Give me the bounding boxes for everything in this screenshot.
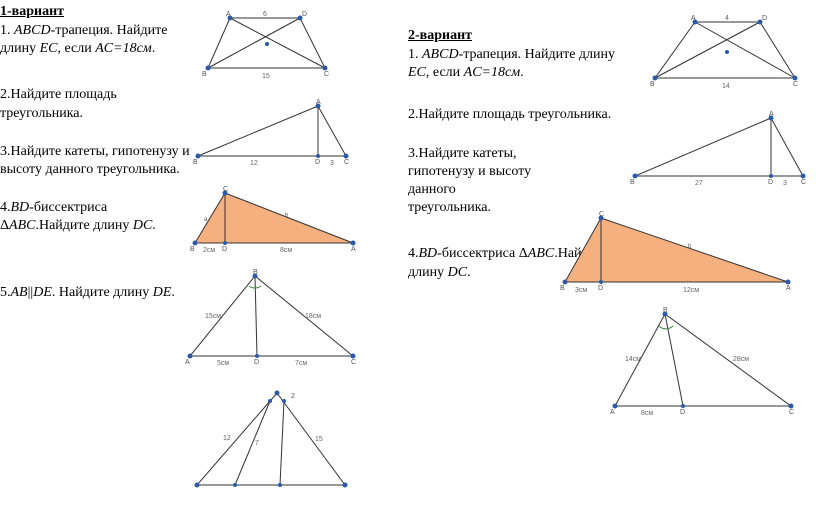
- svg-text:B: B: [663, 307, 668, 314]
- svg-text:A: A: [610, 409, 615, 416]
- svg-text:B: B: [253, 269, 258, 276]
- svg-text:28см: 28см: [733, 356, 749, 363]
- svg-text:15: 15: [262, 73, 270, 80]
- v1-problem-5: 5.AB||DE. Найдите длину DE.: [0, 284, 190, 302]
- svg-text:D: D: [598, 285, 603, 292]
- svg-text:C: C: [599, 211, 604, 218]
- fig-trapezoid-2: A D B C 4 14: [640, 12, 810, 99]
- svg-text:B: B: [650, 81, 655, 88]
- v2-problem-2: 2.Найдите площадь треугольника.: [408, 106, 628, 124]
- svg-text:12: 12: [223, 435, 231, 442]
- svg-text:3: 3: [330, 160, 334, 167]
- svg-text:27: 27: [695, 180, 703, 187]
- svg-text:14: 14: [722, 83, 730, 90]
- variant-1-column: 1-вариант 1. ABCD-трапеция. Найдите длин…: [0, 0, 408, 505]
- svg-text:7см: 7см: [295, 360, 307, 367]
- svg-text:C: C: [344, 159, 349, 166]
- fig-triangle-area-2: A B C D 27 3: [623, 110, 813, 195]
- svg-text:12см: 12см: [683, 287, 699, 294]
- svg-text:6: 6: [263, 11, 267, 18]
- v1-problem-2: 2.Найдите площадь треугольника.: [0, 86, 190, 122]
- svg-text:D: D: [222, 246, 227, 253]
- svg-text:C: C: [793, 81, 798, 88]
- v2-problem-3: 3.Найдите катеты, гипотенузу и высоту да…: [408, 145, 538, 218]
- svg-text:C: C: [789, 409, 794, 416]
- svg-text:A: A: [691, 15, 696, 22]
- svg-text:8см: 8см: [280, 247, 292, 254]
- svg-text:A: A: [316, 99, 321, 106]
- svg-text:B: B: [190, 246, 195, 253]
- svg-text:B: B: [560, 285, 565, 292]
- svg-text:A: A: [769, 111, 774, 118]
- svg-text:5см: 5см: [217, 360, 229, 367]
- svg-text:D: D: [302, 11, 307, 18]
- svg-text:D: D: [768, 179, 773, 186]
- svg-text:B: B: [202, 71, 207, 78]
- svg-text:D: D: [254, 359, 259, 366]
- svg-text:C: C: [223, 186, 228, 193]
- svg-text:C: C: [324, 71, 329, 78]
- fig-bisector-2: B A C D 14см 28см 8см: [603, 306, 803, 426]
- v2-problem-1: 1. ABCD-трапеция. Найдите длину EC, если…: [408, 46, 628, 82]
- fig-bisector-1: B A C D 15см 18см 5см 7см: [175, 268, 365, 373]
- svg-text:A: A: [351, 246, 356, 253]
- svg-text:D: D: [315, 159, 320, 166]
- svg-text:15см: 15см: [205, 313, 221, 320]
- svg-text:18см: 18см: [305, 313, 321, 320]
- svg-text:B: B: [193, 159, 198, 166]
- fig-similar-1: 2 12 15 7: [185, 385, 355, 500]
- svg-text:A: A: [185, 359, 190, 366]
- svg-text:3см: 3см: [575, 287, 587, 294]
- svg-text:A: A: [786, 285, 791, 292]
- svg-text:12: 12: [250, 160, 258, 167]
- v1-problem-4: 4.BD-биссектриса ΔABC.Найдите длину DC.: [0, 199, 190, 235]
- fig-triangle-area-1: A B C D 12 3: [188, 98, 358, 173]
- fig-trapezoid-1: A D B C 6 15: [190, 8, 350, 87]
- svg-text:3: 3: [783, 180, 787, 187]
- svg-text:D: D: [680, 409, 685, 416]
- svg-text:2см: 2см: [203, 247, 215, 254]
- svg-text:D: D: [762, 15, 767, 22]
- fig-right-triangle-2: C B A D a b 3см 12см: [553, 210, 803, 305]
- svg-text:15: 15: [315, 436, 323, 443]
- v1-problem-1: 1. ABCD-трапеция. Найдите длину EC, если…: [0, 22, 190, 58]
- svg-text:2: 2: [291, 393, 295, 400]
- svg-text:A: A: [226, 11, 231, 18]
- svg-text:14см: 14см: [625, 356, 641, 363]
- svg-text:C: C: [801, 179, 806, 186]
- svg-text:4: 4: [725, 15, 729, 22]
- svg-text:C: C: [351, 359, 356, 366]
- svg-text:B: B: [630, 179, 635, 186]
- v1-problem-3: 3.Найдите катеты, гипотенузу и высоту да…: [0, 143, 190, 179]
- svg-text:7: 7: [255, 440, 259, 447]
- variant-2-column: 2-вариант 1. ABCD-трапеция. Найдите длин…: [408, 0, 816, 505]
- svg-text:8см: 8см: [641, 410, 653, 417]
- fig-right-triangle-1: C B A D a b 2см 8см: [185, 185, 363, 260]
